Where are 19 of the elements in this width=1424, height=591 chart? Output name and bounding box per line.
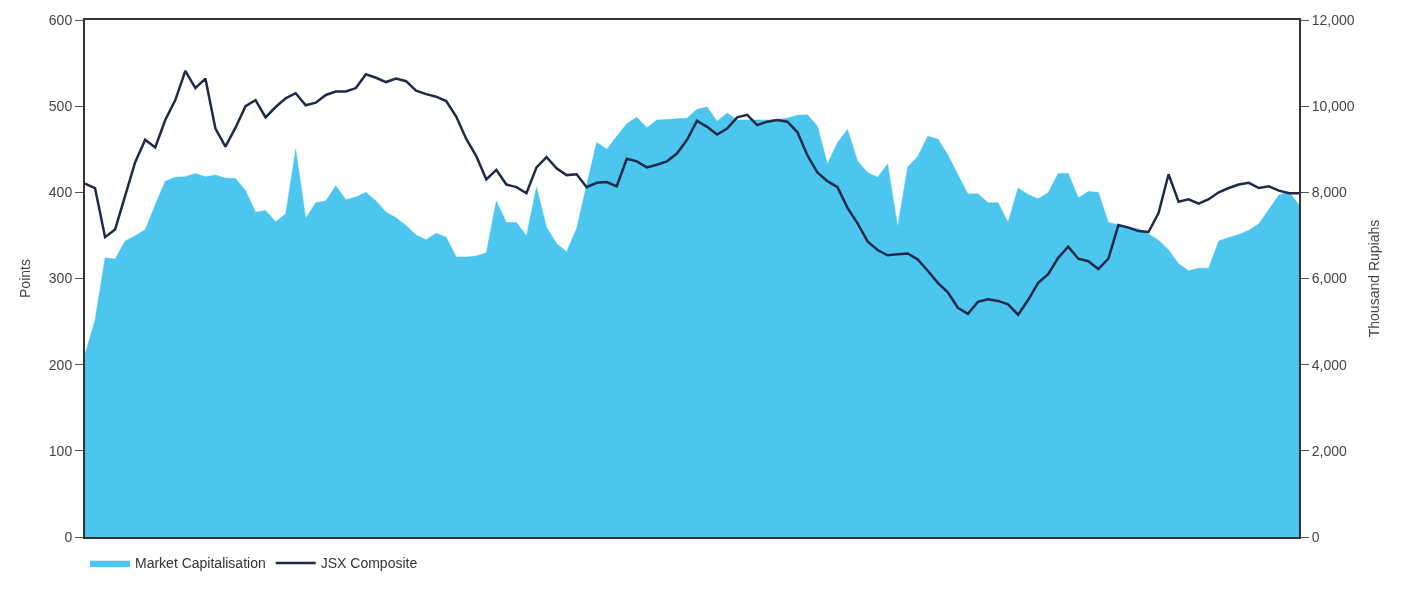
y-axis-title: Points bbox=[16, 259, 33, 298]
y2-tick-label: 10,000 bbox=[1311, 98, 1355, 115]
y2-tick-label: 6,000 bbox=[1311, 270, 1348, 287]
line-series bbox=[85, 69, 1299, 316]
y-tick-label: 500 bbox=[48, 98, 73, 115]
y-tick-label: 200 bbox=[48, 356, 73, 373]
y-tick-label: 300 bbox=[48, 270, 73, 287]
y2-tick-label: 8,000 bbox=[1311, 184, 1348, 201]
legend-label: Market Capitalisation bbox=[135, 555, 266, 572]
legend-label: JSX Composite bbox=[320, 555, 418, 572]
y-tick-label: 0 bbox=[64, 528, 73, 545]
y2-tick-label: 12,000 bbox=[1311, 11, 1355, 28]
y-tick-label: 400 bbox=[48, 184, 73, 201]
y2-tick-label: 0 bbox=[1311, 528, 1320, 545]
y2-tick-label: 2,000 bbox=[1311, 442, 1348, 459]
y2-tick-label: 4,000 bbox=[1311, 356, 1348, 373]
y2-axis-title: Thousand Rupiahs bbox=[1365, 219, 1382, 338]
y-tick-label: 600 bbox=[48, 11, 73, 28]
y-tick-label: 100 bbox=[48, 442, 73, 459]
